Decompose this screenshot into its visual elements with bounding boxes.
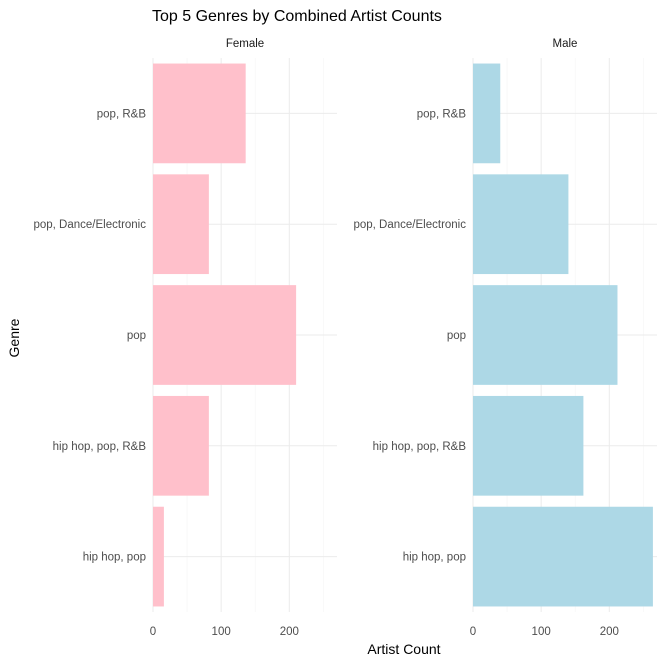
y-tick-label: pop, R&B (97, 108, 147, 120)
x-axis-title: Artist Count (367, 641, 440, 657)
y-tick-label: pop (127, 330, 146, 342)
bar-male-pop-dance-electronic (473, 174, 569, 275)
x-tick-label: 200 (280, 626, 299, 638)
bar-female-hip-hop-pop (153, 506, 164, 607)
y-tick-label: pop, R&B (417, 108, 467, 120)
y-tick-label: pop, Dance/Electronic (33, 219, 146, 231)
bar-male-pop (473, 285, 618, 385)
panel-male: Male pop, R&B pop, Dance/Electronic pop hip … (353, 38, 657, 638)
bar-male-pop-r-b (473, 63, 501, 164)
x-tick-label: 100 (212, 626, 231, 638)
bar-female-pop (153, 285, 297, 385)
chart-title: Top 5 Genres by Combined Artist Counts (152, 8, 442, 25)
chart-panels: Female pop, R&B pop, Dance/Electronic pop hi… (33, 38, 657, 638)
bar-female-hip-hop-pop-r-b (153, 395, 209, 496)
bar-female-pop-dance-electronic (153, 174, 209, 275)
y-tick-label: pop (447, 330, 466, 342)
bar-male-hip-hop-pop-r-b (473, 395, 584, 496)
y-tick-label: pop, Dance/Electronic (353, 219, 466, 231)
y-tick-label: hip hop, pop, R&B (373, 441, 467, 453)
y-axis-title: Genre (6, 318, 22, 357)
bar-male-hip-hop-pop (473, 506, 653, 607)
facet-label: Male (553, 38, 578, 50)
bar-female-pop-r-b (153, 63, 246, 164)
y-tick-label: hip hop, pop (403, 552, 466, 564)
y-tick-label: hip hop, pop (83, 552, 146, 564)
y-tick-label: hip hop, pop, R&B (53, 441, 147, 453)
x-tick-label: 200 (600, 626, 619, 638)
facet-label: Female (226, 38, 264, 50)
x-tick-label: 0 (470, 626, 476, 638)
x-tick-label: 100 (532, 626, 551, 638)
panel-female: Female pop, R&B pop, Dance/Electronic pop hi… (33, 38, 337, 638)
x-tick-label: 0 (150, 626, 156, 638)
